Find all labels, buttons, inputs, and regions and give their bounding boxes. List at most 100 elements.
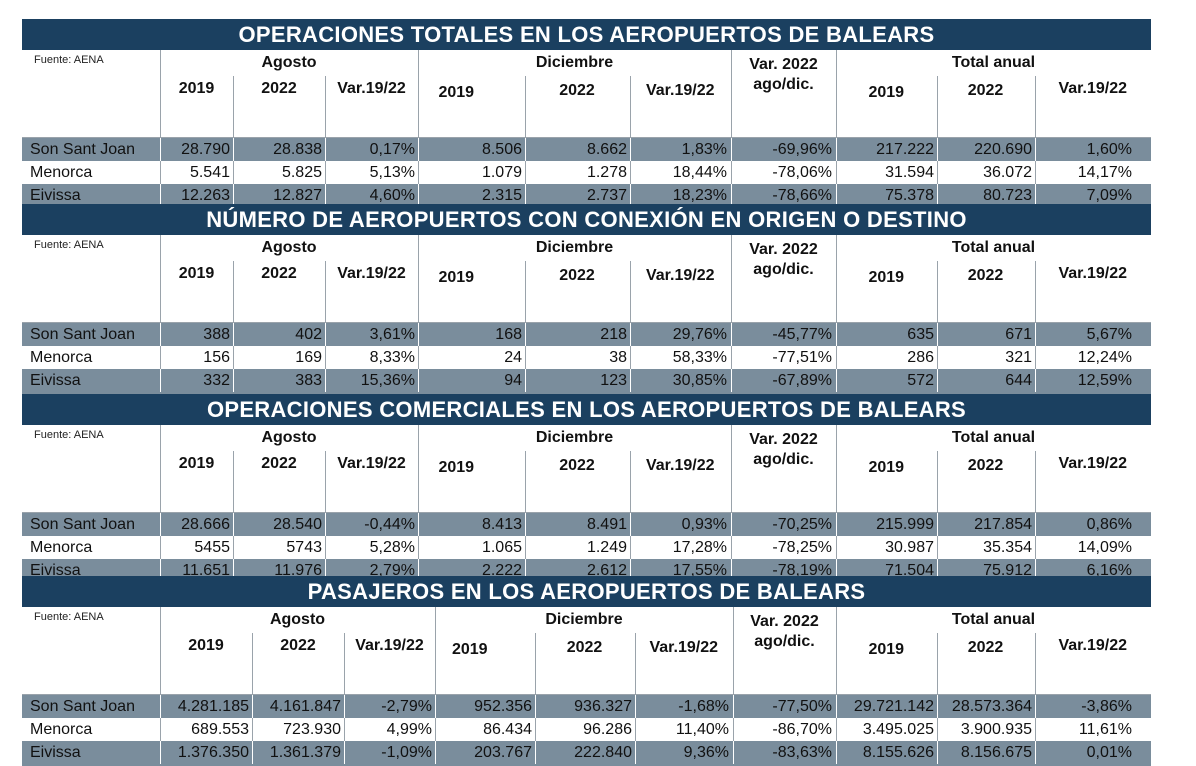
row-divider <box>160 184 161 207</box>
cell-dic2019: 2.315 <box>481 187 522 204</box>
row-divider <box>534 718 536 741</box>
cell-ago2022: 5.825 <box>281 164 322 181</box>
cell-tot2022: 3.900.935 <box>960 721 1032 738</box>
year-header-2019: 2019 <box>178 80 215 97</box>
cell-dic2019: 1.079 <box>481 164 522 181</box>
row-divider <box>1034 161 1036 184</box>
row-divider <box>936 184 938 207</box>
row-divider <box>629 536 631 559</box>
row-divider <box>233 513 234 536</box>
cell-var2022: -77,51% <box>772 349 832 366</box>
year-header-2019: 2019 <box>178 265 215 282</box>
row-divider <box>160 536 161 559</box>
data-table: OPERACIONES COMERCIALES EN LOS AEROPUERT… <box>22 394 1151 584</box>
cell-ago2022: 11.976 <box>274 562 322 579</box>
column-divider <box>418 235 419 322</box>
cell-dicVar: 30,85% <box>672 372 727 389</box>
cell-dic2019: 1.065 <box>481 539 522 556</box>
row-divider <box>1034 559 1036 582</box>
row-divider <box>325 559 326 582</box>
table-row: Menorca 689.553 723.930 4,99% 86.434 96.286 11… <box>22 718 1151 741</box>
row-divider <box>252 741 253 764</box>
row-divider <box>418 559 419 582</box>
row-divider <box>836 138 837 161</box>
cell-tot2022: 75.912 <box>983 562 1032 579</box>
year-header-2022: 2022 <box>967 457 1004 474</box>
row-divider <box>325 323 326 346</box>
row-divider <box>534 695 536 718</box>
airport-name: Eivissa <box>30 744 81 761</box>
row-divider <box>344 695 345 718</box>
cell-dic2022: 8.491 <box>586 516 627 533</box>
group-header-diciembre: Diciembre <box>535 239 614 256</box>
group-header-agosto: Agosto <box>261 429 317 446</box>
row-divider <box>731 138 732 161</box>
row-divider <box>731 536 732 559</box>
row-divider <box>836 718 837 741</box>
row-divider <box>418 369 419 392</box>
column-divider <box>629 451 631 512</box>
airport-name: Son Sant Joan <box>30 326 135 343</box>
cell-ago2019: 689.553 <box>191 721 249 738</box>
cell-tot2019: 31.594 <box>885 164 934 181</box>
cell-tot2019: 3.495.025 <box>862 721 934 738</box>
row-divider <box>936 513 938 536</box>
row-divider <box>1034 513 1036 536</box>
row-divider <box>160 695 161 718</box>
cell-ago2019: 4.281.185 <box>177 698 249 715</box>
column-divider <box>524 76 526 137</box>
table-title: NÚMERO DE AEROPUERTOS CON CONEXIÓN EN OR… <box>22 204 1151 235</box>
cell-dic2022: 2.737 <box>586 187 627 204</box>
cell-ago2019: 28.790 <box>181 141 230 158</box>
row-divider <box>524 323 526 346</box>
cell-tot2022: 35.354 <box>983 539 1032 556</box>
cell-ago2022: 5743 <box>286 539 322 556</box>
table-row: Menorca 5455 5743 5,28% 1.065 1.249 17,28% -78,… <box>22 536 1151 559</box>
column-divider <box>936 76 938 137</box>
year-header-2022: 2022 <box>280 637 316 654</box>
column-divider <box>325 261 326 322</box>
row-divider <box>629 184 631 207</box>
cell-agoVar: -1,09% <box>381 744 432 761</box>
row-divider <box>1034 695 1036 718</box>
cell-dic2019: 24 <box>504 349 522 366</box>
column-divider <box>836 235 837 322</box>
row-divider <box>325 346 326 369</box>
row-divider <box>524 161 526 184</box>
cell-ago2019: 1.376.350 <box>177 744 249 761</box>
column-divider <box>252 633 253 694</box>
row-divider <box>344 718 345 741</box>
cell-dic2022: 123 <box>600 372 627 389</box>
cell-ago2022: 1.361.379 <box>269 744 341 761</box>
row-divider <box>836 695 837 718</box>
row-divider <box>936 323 938 346</box>
cell-totVar: -3,86% <box>1081 698 1132 715</box>
cell-ago2019: 12.263 <box>181 187 230 204</box>
row-divider <box>733 741 734 764</box>
table-header: Fuente: AENA Agosto Diciembre Var. 2022 ago/… <box>22 425 1151 513</box>
cell-var2022: -83,63% <box>772 744 832 761</box>
row-divider <box>524 369 526 392</box>
group-header-diciembre: Diciembre <box>535 54 614 71</box>
year-header-2019: 2019 <box>178 455 215 472</box>
cell-tot2019: 8.155.626 <box>862 744 934 761</box>
group-header-var2022-line1: Var. 2022 <box>749 241 818 258</box>
cell-tot2019: 29.721.142 <box>853 698 934 715</box>
row-divider <box>836 536 837 559</box>
row-divider <box>233 369 234 392</box>
cell-dicVar: 18,44% <box>672 164 727 181</box>
cell-var2022: -67,89% <box>772 372 832 389</box>
row-divider <box>160 741 161 764</box>
table-header: Fuente: AENA Agosto Diciembre Var. 2022 ago/… <box>22 607 1151 695</box>
cell-totVar: 7,09% <box>1086 187 1132 204</box>
table-row: Menorca 5.541 5.825 5,13% 1.079 1.278 18,44% -7… <box>22 161 1151 184</box>
cell-totVar: 6,16% <box>1086 562 1132 579</box>
row-divider <box>1034 369 1036 392</box>
column-divider <box>936 633 938 694</box>
row-divider <box>418 161 419 184</box>
cell-agoVar: 2,79% <box>369 562 415 579</box>
table-row: Son Sant Joan 388 402 3,61% 168 218 29,76% -45,… <box>22 323 1151 346</box>
cell-totVar: 12,59% <box>1077 372 1132 389</box>
row-divider <box>160 323 161 346</box>
year-header-2022: 2022 <box>559 267 595 284</box>
